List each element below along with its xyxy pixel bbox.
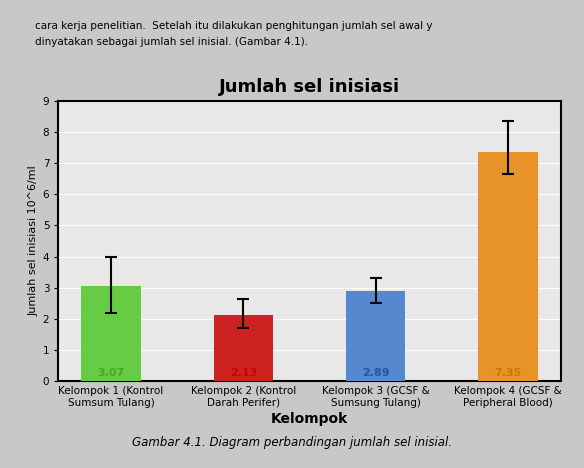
Text: 2.13: 2.13	[230, 368, 257, 378]
Text: dinyatakan sebagai jumlah sel inisial. (Gambar 4.1).: dinyatakan sebagai jumlah sel inisial. (…	[35, 37, 308, 47]
Bar	[81, 285, 141, 381]
Y-axis label: Jumlah sel inisiasi 10^6/ml: Jumlah sel inisiasi 10^6/ml	[29, 166, 39, 316]
Text: 7.35: 7.35	[495, 368, 522, 378]
Bar	[346, 291, 405, 381]
Text: 3.07: 3.07	[98, 368, 124, 378]
Text: cara kerja penelitian.  Setelah itu dilakukan penghitungan jumlah sel awal y: cara kerja penelitian. Setelah itu dilak…	[35, 21, 433, 31]
Bar	[478, 152, 538, 381]
Text: 2.89: 2.89	[362, 368, 390, 378]
Text: Gambar 4.1. Diagram perbandingan jumlah sel inisial.: Gambar 4.1. Diagram perbandingan jumlah …	[132, 436, 452, 449]
Title: Jumlah sel inisiasi: Jumlah sel inisiasi	[219, 78, 400, 96]
X-axis label: Kelompok: Kelompok	[271, 412, 348, 426]
Bar	[214, 315, 273, 381]
